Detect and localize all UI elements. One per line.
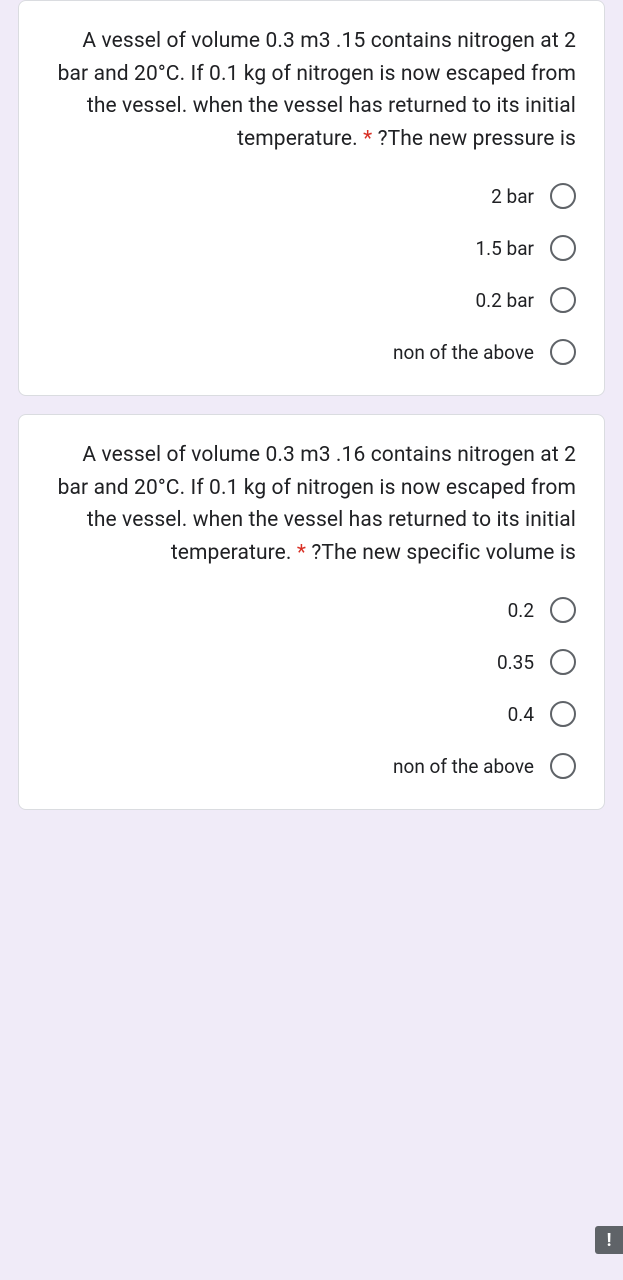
radio-icon — [550, 287, 576, 313]
required-asterisk: * — [363, 127, 372, 151]
option-label: 0.4 — [508, 703, 534, 726]
radio-icon — [550, 597, 576, 623]
question-line-1: A vessel of volume 0.3 m3 .16 — [82, 443, 365, 467]
option-label: 0.2 bar — [475, 289, 534, 312]
option-label: non of the above — [393, 755, 534, 778]
option-0.2[interactable]: 0.2 — [47, 597, 576, 623]
option-label: 0.35 — [497, 651, 534, 674]
option-0.2bar[interactable]: 0.2 bar — [47, 287, 576, 313]
question-text: A vessel of volume 0.3 m3 .15 contains n… — [47, 25, 576, 155]
options-group: 2 bar 1.5 bar 0.2 bar non of the above — [47, 183, 576, 365]
option-1.5bar[interactable]: 1.5 bar — [47, 235, 576, 261]
option-0.35[interactable]: 0.35 — [47, 649, 576, 675]
option-label: 1.5 bar — [475, 237, 534, 260]
question-prompt: ?The new specific volume is — [311, 541, 576, 565]
radio-icon — [550, 339, 576, 365]
question-line-1: A vessel of volume 0.3 m3 .15 — [82, 29, 365, 53]
radio-icon — [550, 649, 576, 675]
option-none[interactable]: non of the above — [47, 339, 576, 365]
option-label: 2 bar — [491, 185, 534, 208]
exclamation-icon: ! — [607, 1230, 612, 1251]
question-text: A vessel of volume 0.3 m3 .16 contains n… — [47, 439, 576, 569]
question-prompt: ?The new pressure is — [378, 127, 576, 151]
option-0.4[interactable]: 0.4 — [47, 701, 576, 727]
option-2bar[interactable]: 2 bar — [47, 183, 576, 209]
option-none[interactable]: non of the above — [47, 753, 576, 779]
radio-icon — [550, 701, 576, 727]
question-card-15: A vessel of volume 0.3 m3 .15 contains n… — [18, 0, 605, 396]
radio-icon — [550, 235, 576, 261]
radio-icon — [550, 183, 576, 209]
radio-icon — [550, 753, 576, 779]
question-card-16: A vessel of volume 0.3 m3 .16 contains n… — [18, 414, 605, 810]
report-problem-button[interactable]: ! — [595, 1226, 623, 1254]
option-label: 0.2 — [508, 599, 534, 622]
required-asterisk: * — [297, 541, 306, 565]
option-label: non of the above — [393, 341, 534, 364]
options-group: 0.2 0.35 0.4 non of the above — [47, 597, 576, 779]
